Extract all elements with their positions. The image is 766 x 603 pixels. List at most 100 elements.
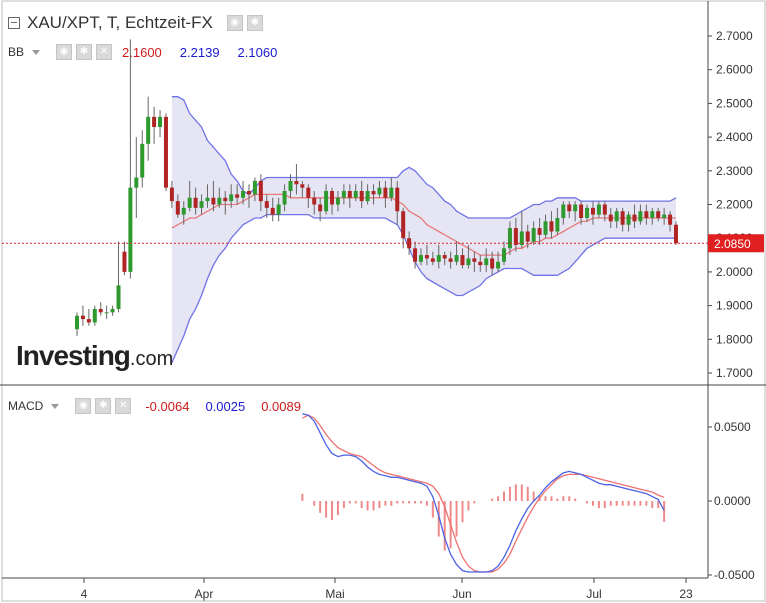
- y-tick-label: 2.0000: [716, 265, 753, 279]
- eye-icon[interactable]: ◉: [226, 15, 243, 31]
- macd-signal-line: [302, 414, 665, 573]
- candle-body: [626, 214, 631, 225]
- candle-body: [668, 214, 673, 225]
- candle-body: [418, 255, 423, 262]
- candle-body: [596, 204, 601, 215]
- candle-body: [496, 261, 501, 269]
- candle-body: [472, 258, 477, 262]
- candle-body: [80, 315, 85, 320]
- candle-body: [531, 228, 536, 242]
- candle-body: [241, 191, 246, 198]
- bb-value-2: 2.2139: [179, 44, 220, 60]
- candle-body: [614, 211, 619, 222]
- candle-body: [448, 258, 453, 262]
- candlesticks: [75, 39, 678, 336]
- y-tick-label: 1.7000: [716, 366, 753, 380]
- candle-body: [276, 204, 281, 215]
- candle-body: [466, 258, 471, 266]
- gear-icon[interactable]: ✱: [246, 15, 263, 31]
- candle-body: [401, 211, 406, 239]
- chevron-down-icon[interactable]: [51, 403, 60, 409]
- candle-body: [152, 116, 157, 127]
- bb-band-fill: [171, 96, 676, 363]
- candle-body: [163, 116, 168, 188]
- candle-body: [258, 180, 263, 202]
- candle-body: [644, 211, 649, 218]
- candle-body: [549, 221, 554, 232]
- candle-body: [365, 191, 370, 202]
- candle-body: [490, 258, 495, 269]
- candle-body: [158, 116, 163, 127]
- candle-body: [602, 204, 607, 215]
- x-tick-label: Jul: [586, 587, 601, 601]
- candle-body: [175, 201, 180, 215]
- candle-body: [181, 207, 186, 215]
- candle-body: [632, 214, 637, 222]
- macd-value-2: 0.0025: [205, 398, 246, 414]
- last-price-tag: [708, 234, 764, 253]
- y-tick-label: 1.9000: [716, 299, 753, 313]
- candle-body: [252, 180, 257, 195]
- candle-body: [513, 228, 518, 245]
- macd-lines: [302, 413, 665, 573]
- candle-body: [650, 211, 655, 218]
- candle-body: [585, 207, 590, 218]
- candle-body: [229, 194, 234, 202]
- y-tick-label: 2.6000: [716, 63, 753, 77]
- candle-body: [246, 191, 251, 195]
- candle-body: [110, 308, 115, 313]
- candle-body: [638, 211, 643, 222]
- close-icon[interactable]: ✕: [115, 398, 132, 414]
- candle-body: [116, 285, 121, 309]
- candle-body: [656, 211, 661, 218]
- candle-body: [294, 180, 299, 185]
- investing-logo: Investing.com: [16, 340, 173, 372]
- chevron-down-icon[interactable]: [32, 49, 41, 55]
- eye-icon[interactable]: ◉: [56, 44, 73, 60]
- candle-body: [92, 308, 97, 323]
- candle-body: [199, 201, 204, 208]
- logo-suffix: .com: [129, 348, 174, 370]
- candle-body: [507, 228, 512, 249]
- candle-body: [140, 143, 145, 178]
- eye-icon[interactable]: ◉: [75, 398, 92, 414]
- macd-y-tick-label: 0.0000: [714, 494, 751, 508]
- candle-body: [330, 191, 335, 205]
- candle-body: [573, 204, 578, 212]
- gear-icon[interactable]: ✱: [76, 44, 93, 60]
- y-tick-label: 2.2000: [716, 198, 753, 212]
- x-tick-label: Mai: [325, 587, 344, 601]
- candle-body: [318, 204, 323, 212]
- macd-line: [302, 413, 665, 573]
- gear-icon[interactable]: ✱: [95, 398, 112, 414]
- candle-body: [430, 258, 435, 262]
- candle-body: [270, 207, 275, 215]
- bb-lower-line: [171, 213, 676, 364]
- candle-body: [561, 204, 566, 218]
- y-tick-label: 2.5000: [716, 96, 753, 110]
- candle-body: [223, 197, 228, 202]
- candle-body: [75, 315, 79, 330]
- candle-body: [608, 214, 613, 222]
- candle-body: [347, 191, 352, 198]
- candle-body: [146, 116, 151, 144]
- candle-body: [264, 201, 269, 208]
- candle-body: [478, 261, 483, 266]
- y-tick-label: 2.3000: [716, 164, 753, 178]
- candle-body: [436, 255, 441, 262]
- collapse-icon[interactable]: [8, 17, 20, 29]
- candle-body: [543, 221, 548, 235]
- candle-body: [579, 204, 584, 218]
- close-icon[interactable]: ✕: [96, 44, 113, 60]
- macd-y-tick-label: -0.0500: [714, 568, 755, 582]
- candle-body: [407, 238, 412, 249]
- candle-body: [454, 255, 459, 262]
- bb-value-3: 2.1060: [237, 44, 278, 60]
- candle-body: [288, 180, 293, 192]
- y-tick-label: 1.8000: [716, 332, 753, 346]
- candle-body: [383, 187, 388, 198]
- candle-body: [662, 214, 667, 218]
